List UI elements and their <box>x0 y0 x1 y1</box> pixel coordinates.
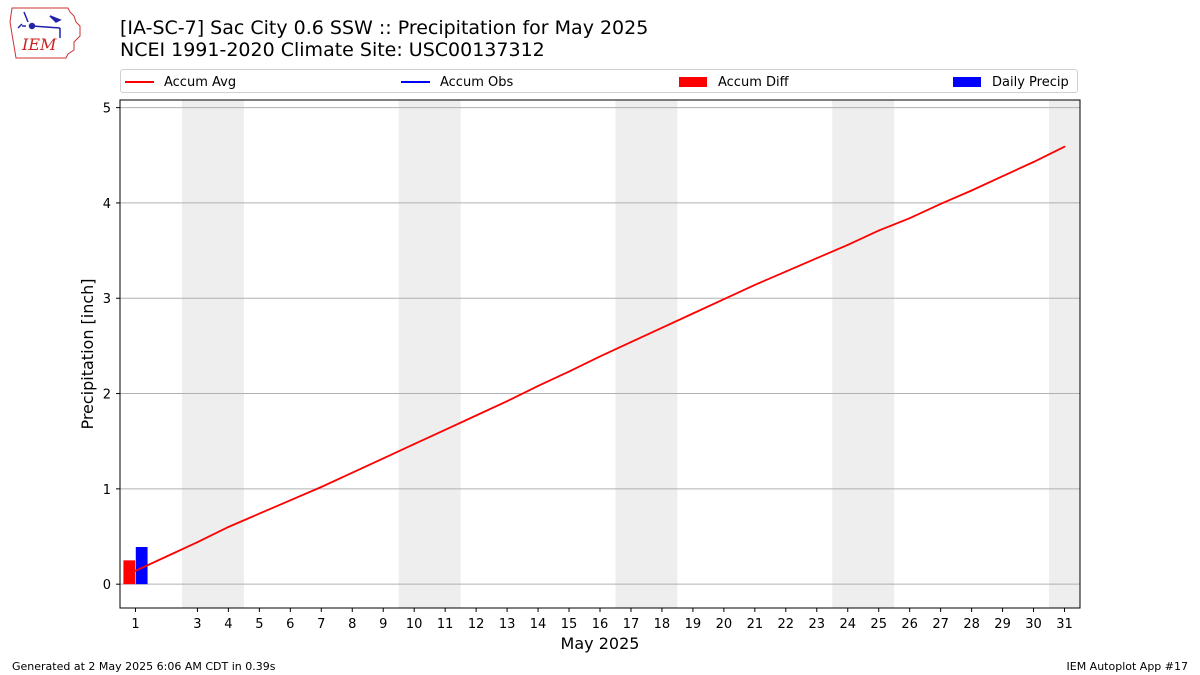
generated-timestamp: Generated at 2 May 2025 6:06 AM CDT in 0… <box>12 660 276 673</box>
data-point-accum-avg-30 <box>1032 161 1035 163</box>
data-point-accum-avg-26 <box>908 217 911 220</box>
bar-daily-precip <box>135 547 148 585</box>
x-tick-label-6: 6 <box>286 617 294 632</box>
x-tick-label-17: 17 <box>623 617 640 632</box>
x-tick-label-13: 13 <box>499 617 516 632</box>
chart-legend: Accum Avg Accum Obs Accum Diff Daily Pre… <box>120 69 1078 93</box>
data-point-accum-avg-10 <box>413 443 416 445</box>
x-tick-label-31: 31 <box>1056 617 1073 632</box>
data-point-accum-avg-6 <box>289 499 292 502</box>
data-point-accum-avg-8 <box>351 471 354 474</box>
x-tick-label-20: 20 <box>716 617 733 632</box>
data-point-accum-avg-5 <box>258 512 261 515</box>
x-tick-label-25: 25 <box>870 617 887 632</box>
y-tick-label-3: 3 <box>103 292 111 307</box>
data-point-accum-avg-4 <box>227 526 230 528</box>
weekend-band-4 <box>832 100 895 608</box>
x-tick-label-8: 8 <box>348 617 356 632</box>
x-tick-label-14: 14 <box>530 617 547 632</box>
data-point-accum-avg-28 <box>970 189 973 192</box>
x-tick-label-19: 19 <box>685 617 702 632</box>
x-tick-label-11: 11 <box>437 617 454 632</box>
legend-item-accum-obs: Accum Obs <box>401 73 513 91</box>
data-point-accum-avg-22 <box>784 270 787 273</box>
series-line-accum-avg <box>135 145 1065 572</box>
data-point-accum-avg-18 <box>661 326 663 329</box>
data-point-accum-avg-15 <box>568 370 570 373</box>
data-point-accum-avg-3 <box>196 541 199 544</box>
x-tick-label-29: 29 <box>994 617 1011 632</box>
y-tick-label-4: 4 <box>103 197 111 212</box>
data-point-accum-avg-21 <box>753 284 756 286</box>
chart-title: [IA-SC-7] Sac City 0.6 SSW :: Precipitat… <box>120 17 649 39</box>
x-tick-label-3: 3 <box>193 617 201 632</box>
x-tick-label-22: 22 <box>778 617 795 632</box>
bar-accum-diff <box>123 560 136 585</box>
y-tick-label-5: 5 <box>103 102 111 117</box>
x-tick-label-24: 24 <box>839 617 856 632</box>
x-tick-label-7: 7 <box>317 617 325 632</box>
data-point-accum-avg-7 <box>320 486 323 488</box>
data-point-accum-avg-1 <box>134 569 137 572</box>
x-tick-label-28: 28 <box>963 617 980 632</box>
iem-logo: IEM <box>9 7 81 59</box>
data-point-accum-avg-29 <box>1001 175 1004 178</box>
legend-label-accum-obs: Accum Obs <box>440 74 514 90</box>
data-point-accum-avg-17 <box>630 341 632 343</box>
x-tick-label-30: 30 <box>1025 617 1042 632</box>
legend-label-accum-avg: Accum Avg <box>164 74 237 90</box>
legend-item-accum-diff: Accum Diff <box>679 73 789 91</box>
x-tick-label-18: 18 <box>654 617 671 632</box>
data-point-accum-avg-11 <box>444 428 447 431</box>
legend-swatch-accum-avg <box>125 81 154 83</box>
data-point-accum-avg-20 <box>722 298 725 301</box>
weekend-band-5 <box>1049 100 1080 608</box>
data-point-accum-avg-19 <box>692 312 694 315</box>
data-point-accum-avg-9 <box>382 457 385 460</box>
legend-label-accum-diff: Accum Diff <box>718 74 789 90</box>
data-point-accum-avg-13 <box>506 400 508 403</box>
legend-item-accum-avg: Accum Avg <box>125 73 236 91</box>
x-tick-label-23: 23 <box>809 617 826 632</box>
data-point-accum-avg-16 <box>599 355 601 358</box>
x-tick-label-9: 9 <box>379 617 387 632</box>
y-tick-label-1: 1 <box>103 483 111 498</box>
data-point-accum-avg-24 <box>846 243 849 246</box>
x-tick-label-21: 21 <box>747 617 764 632</box>
legend-item-daily-precip: Daily Precip <box>953 73 1069 91</box>
x-tick-label-12: 12 <box>468 617 485 632</box>
x-tick-label-4: 4 <box>224 617 232 632</box>
legend-swatch-daily-precip <box>953 77 981 87</box>
legend-swatch-accum-obs <box>401 81 430 83</box>
plot-frame <box>119 99 1081 609</box>
data-point-accum-avg-14 <box>537 385 539 387</box>
y-tick-label-0: 0 <box>103 578 111 593</box>
x-tick-label-27: 27 <box>932 617 949 632</box>
app-credit: IEM Autoplot App #17 <box>1066 660 1189 673</box>
weekend-band-1 <box>181 100 244 608</box>
data-point-accum-avg-23 <box>815 257 818 260</box>
x-tick-label-16: 16 <box>592 617 609 632</box>
chart-subtitle: NCEI 1991-2020 Climate Site: USC00137312 <box>120 39 545 61</box>
data-point-accum-avg-2 <box>165 555 168 558</box>
x-tick-label-10: 10 <box>406 617 423 632</box>
logo-text: IEM <box>21 35 57 54</box>
y-tick-label-2: 2 <box>103 388 111 403</box>
data-point-accum-avg-27 <box>939 202 942 205</box>
x-tick-label-5: 5 <box>255 617 263 632</box>
weekend-band-2 <box>398 100 461 608</box>
data-point-accum-avg-31 <box>1063 145 1066 148</box>
data-point-accum-avg-12 <box>475 414 478 417</box>
x-tick-label-26: 26 <box>901 617 918 632</box>
x-tick-label-1: 1 <box>131 617 139 632</box>
x-axis-label: May 2025 <box>561 634 640 653</box>
legend-swatch-accum-diff <box>679 77 707 87</box>
x-tick-label-15: 15 <box>561 617 578 632</box>
y-axis-label: Precipitation [inch] <box>78 278 97 429</box>
legend-label-daily-precip: Daily Precip <box>992 74 1069 90</box>
data-point-accum-avg-25 <box>877 229 880 232</box>
weekend-band-3 <box>615 100 678 608</box>
